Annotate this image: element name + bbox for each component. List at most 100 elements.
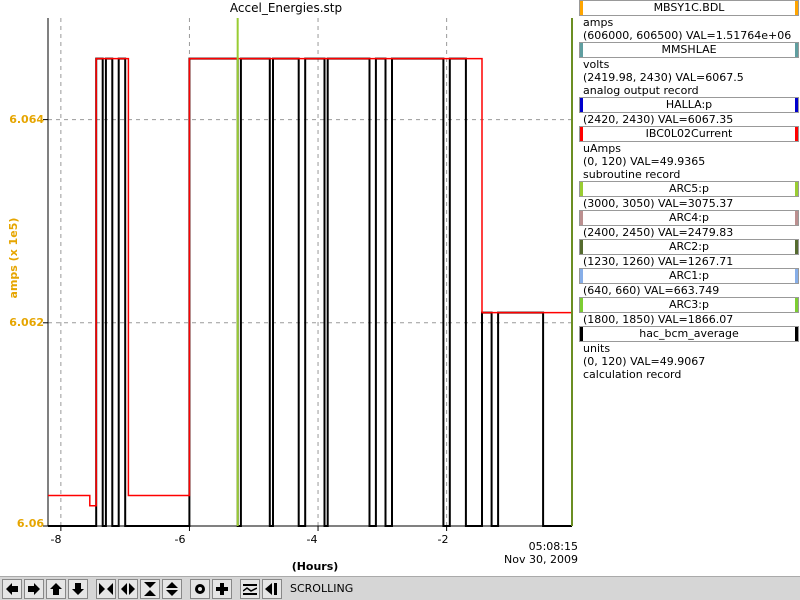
y-tick-label: 6.064 bbox=[9, 113, 44, 126]
window-title: Accel_Energies.stp bbox=[229, 1, 343, 15]
legend-pv-info: (0, 120) VAL=49.9365 bbox=[583, 155, 706, 168]
legend-pv-info: (1230, 1260) VAL=1267.71 bbox=[583, 255, 734, 268]
legend-color-swatch bbox=[580, 298, 583, 312]
arrow-left-icon bbox=[6, 582, 18, 595]
legend-entry-header[interactable]: ARC3:p bbox=[579, 297, 799, 313]
legend-pv-name: ARC1:p bbox=[669, 269, 709, 282]
legend-pv-info: (606000, 606500) VAL=1.51764e+06 bbox=[583, 29, 792, 42]
zoom-in-x-button[interactable] bbox=[96, 578, 116, 599]
legend-pv-info: volts bbox=[583, 58, 610, 71]
legend-color-swatch bbox=[580, 211, 583, 225]
legend-pv-info: calculation record bbox=[583, 368, 682, 381]
zoom-out-horizontal-icon bbox=[121, 582, 135, 595]
scroll-left-button[interactable] bbox=[2, 578, 22, 599]
x-tick-label: -4 bbox=[306, 533, 318, 546]
legend-pv-info: (2420, 2430) VAL=6067.35 bbox=[583, 113, 734, 126]
x-tick-label: -8 bbox=[50, 533, 62, 546]
legend-pv-name: ARC2:p bbox=[669, 240, 709, 253]
y-tick-label: 6.062 bbox=[9, 316, 44, 329]
legend-color-swatch bbox=[795, 211, 798, 225]
legend-pv-name: hac_bcm_average bbox=[639, 327, 739, 340]
legend-color-swatch bbox=[795, 269, 798, 283]
legend-pv-name: ARC3:p bbox=[669, 298, 709, 311]
legend-color-swatch bbox=[580, 43, 583, 57]
scroll-down-button[interactable] bbox=[68, 578, 88, 599]
x-tick-label: -2 bbox=[437, 533, 449, 546]
timestamp: 05:08:15 Nov 30, 2009 bbox=[468, 540, 578, 566]
legend-entry-header[interactable]: ARC4:p bbox=[579, 210, 799, 226]
legend-entry-header[interactable]: IBC0L02Current bbox=[579, 126, 799, 142]
legend-color-swatch bbox=[580, 98, 583, 112]
legend-entry-header[interactable]: hac_bcm_average bbox=[579, 326, 799, 342]
legend-pv-info: (2400, 2450) VAL=2479.83 bbox=[583, 226, 734, 239]
auto-zoom-button[interactable] bbox=[190, 578, 210, 599]
legend-entry-header[interactable]: MMSHLAE bbox=[579, 42, 799, 58]
arrow-down-icon bbox=[72, 582, 84, 595]
legend-pv-name: IBC0L02Current bbox=[645, 127, 733, 140]
arrow-right-icon bbox=[28, 582, 40, 595]
plus-icon bbox=[216, 582, 228, 595]
legend-pv-info: amps bbox=[583, 16, 614, 29]
legend-color-swatch bbox=[580, 182, 583, 196]
legend-color-swatch bbox=[580, 127, 583, 141]
circle-icon bbox=[194, 583, 206, 595]
legend-pv-info: units bbox=[583, 342, 611, 355]
series-line bbox=[48, 57, 572, 527]
legend-color-swatch bbox=[795, 43, 798, 57]
legend-entry-header[interactable]: ARC1:p bbox=[579, 268, 799, 284]
zoom-in-y-button[interactable] bbox=[140, 578, 160, 599]
legend-pv-info: (3000, 3050) VAL=3075.37 bbox=[583, 197, 734, 210]
legend-pv-info: uAmps bbox=[583, 142, 621, 155]
legend-pv-info: subroutine record bbox=[583, 168, 681, 181]
x-axis-label: (Hours) bbox=[291, 560, 339, 573]
stagger-icon bbox=[243, 583, 257, 595]
scroll-up-button[interactable] bbox=[46, 578, 66, 599]
legend-color-swatch bbox=[580, 327, 583, 341]
scroll-end-icon bbox=[265, 582, 279, 595]
series-line bbox=[48, 57, 572, 507]
zoom-out-vertical-icon bbox=[166, 581, 178, 596]
zoom-out-x-button[interactable] bbox=[118, 578, 138, 599]
legend-entry-header[interactable]: ARC5:p bbox=[579, 181, 799, 197]
zoom-in-vertical-icon bbox=[144, 581, 156, 596]
stagger-button[interactable] bbox=[240, 578, 260, 599]
timestamp-time: 05:08:15 bbox=[528, 540, 578, 553]
legend-color-swatch bbox=[580, 240, 583, 254]
legend-pv-info: (0, 120) VAL=49.9067 bbox=[583, 355, 706, 368]
legend-pv-name: HALLA:p bbox=[665, 98, 713, 111]
x-tick-label: -6 bbox=[174, 533, 186, 546]
strip-chart-plot[interactable] bbox=[0, 0, 576, 600]
legend-color-swatch bbox=[795, 327, 798, 341]
pv-legend-panel: MBSY1C.BDL amps (606000, 606500) VAL=1.517… bbox=[577, 0, 800, 576]
scroll-right-button[interactable] bbox=[24, 578, 44, 599]
legend-color-swatch bbox=[580, 1, 583, 15]
legend-color-swatch bbox=[795, 127, 798, 141]
legend-entry-header[interactable]: HALLA:p bbox=[579, 97, 799, 113]
toolbar: SCROLLING bbox=[0, 576, 800, 600]
legend-pv-info: (1800, 1850) VAL=1866.07 bbox=[583, 313, 734, 326]
legend-pv-info: analog output record bbox=[583, 84, 699, 97]
legend-color-swatch bbox=[795, 1, 798, 15]
legend-color-swatch bbox=[795, 182, 798, 196]
scroll-mode-button[interactable] bbox=[262, 578, 282, 599]
legend-entry-header[interactable]: ARC2:p bbox=[579, 239, 799, 255]
add-pv-button[interactable] bbox=[212, 578, 232, 599]
zoom-out-y-button[interactable] bbox=[162, 578, 182, 599]
legend-entry-header[interactable]: MBSY1C.BDL bbox=[579, 0, 799, 16]
y-axis-label: amps (x 1e5) bbox=[7, 217, 20, 299]
legend-pv-name: MBSY1C.BDL bbox=[653, 1, 725, 14]
y-tick-label: 6.06 bbox=[16, 517, 44, 530]
legend-pv-name: ARC5:p bbox=[669, 182, 709, 195]
legend-color-swatch bbox=[580, 269, 583, 283]
legend-pv-info: (2419.98, 2430) VAL=6067.5 bbox=[583, 71, 744, 84]
legend-pv-name: ARC4:p bbox=[669, 211, 709, 224]
status-text: SCROLLING bbox=[290, 582, 354, 595]
legend-pv-info: (640, 660) VAL=663.749 bbox=[583, 284, 720, 297]
timestamp-date: Nov 30, 2009 bbox=[504, 553, 578, 566]
zoom-in-horizontal-icon bbox=[99, 582, 113, 595]
legend-color-swatch bbox=[795, 98, 798, 112]
arrow-up-icon bbox=[50, 582, 62, 595]
legend-color-swatch bbox=[795, 240, 798, 254]
legend-color-swatch bbox=[795, 298, 798, 312]
legend-pv-name: MMSHLAE bbox=[661, 43, 717, 56]
